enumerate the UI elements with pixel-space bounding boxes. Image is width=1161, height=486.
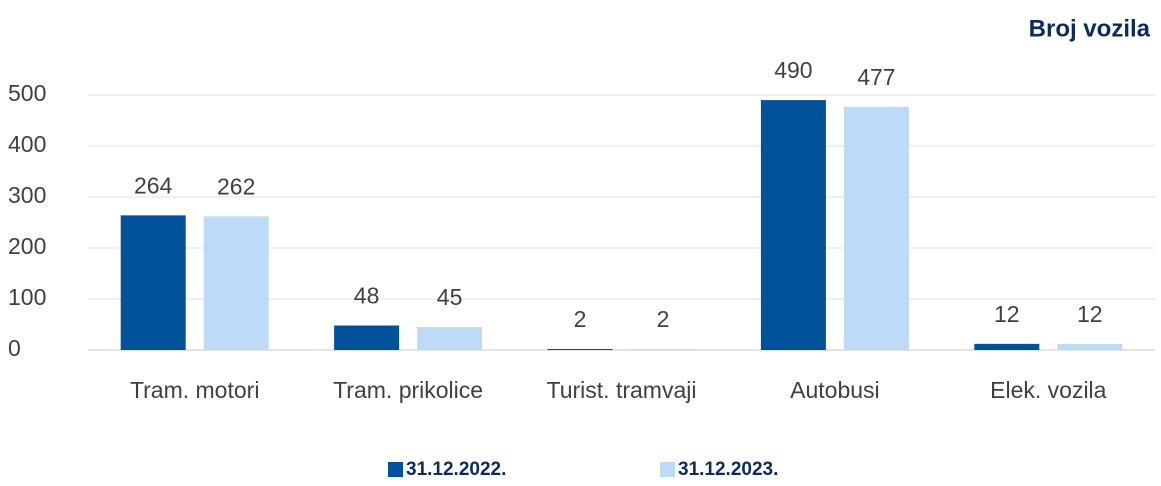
bar	[120, 215, 186, 350]
data-label: 12	[994, 301, 1020, 327]
bar	[843, 106, 909, 350]
y-tick-label: 200	[8, 233, 46, 259]
bar	[630, 348, 696, 350]
data-label: 2	[574, 306, 587, 332]
legend-swatch	[388, 462, 403, 477]
chart-title: Broj vozila	[1029, 15, 1151, 42]
data-label: 2	[657, 306, 670, 332]
x-tick-label: Tram. motori	[130, 377, 260, 403]
y-tick-label: 400	[8, 131, 46, 157]
x-tick-label: Elek. vozila	[990, 377, 1107, 403]
data-label: 490	[774, 57, 812, 83]
y-tick-label: 300	[8, 182, 46, 208]
legend-swatch	[660, 462, 675, 477]
x-tick-label: Autobusi	[790, 377, 880, 403]
bar	[417, 327, 483, 350]
legend-label: 31.12.2022.	[406, 459, 506, 480]
bar	[334, 325, 400, 350]
bar	[203, 216, 269, 350]
data-label: 477	[857, 64, 895, 90]
data-label: 45	[437, 284, 463, 310]
data-label: 264	[134, 172, 173, 198]
y-tick-label: 0	[8, 335, 21, 361]
data-label: 262	[217, 173, 255, 199]
y-tick-label: 500	[8, 80, 46, 106]
data-label: 12	[1077, 301, 1103, 327]
bar	[760, 100, 826, 350]
bar	[547, 348, 613, 350]
x-tick-label: Turist. tramvaji	[547, 377, 697, 403]
bar	[1057, 343, 1123, 350]
y-tick-label: 100	[8, 284, 46, 310]
data-label: 48	[354, 283, 380, 309]
legend-label: 31.12.2023.	[678, 459, 778, 480]
bar	[974, 343, 1040, 350]
x-tick-label: Tram. prikolice	[333, 377, 483, 403]
